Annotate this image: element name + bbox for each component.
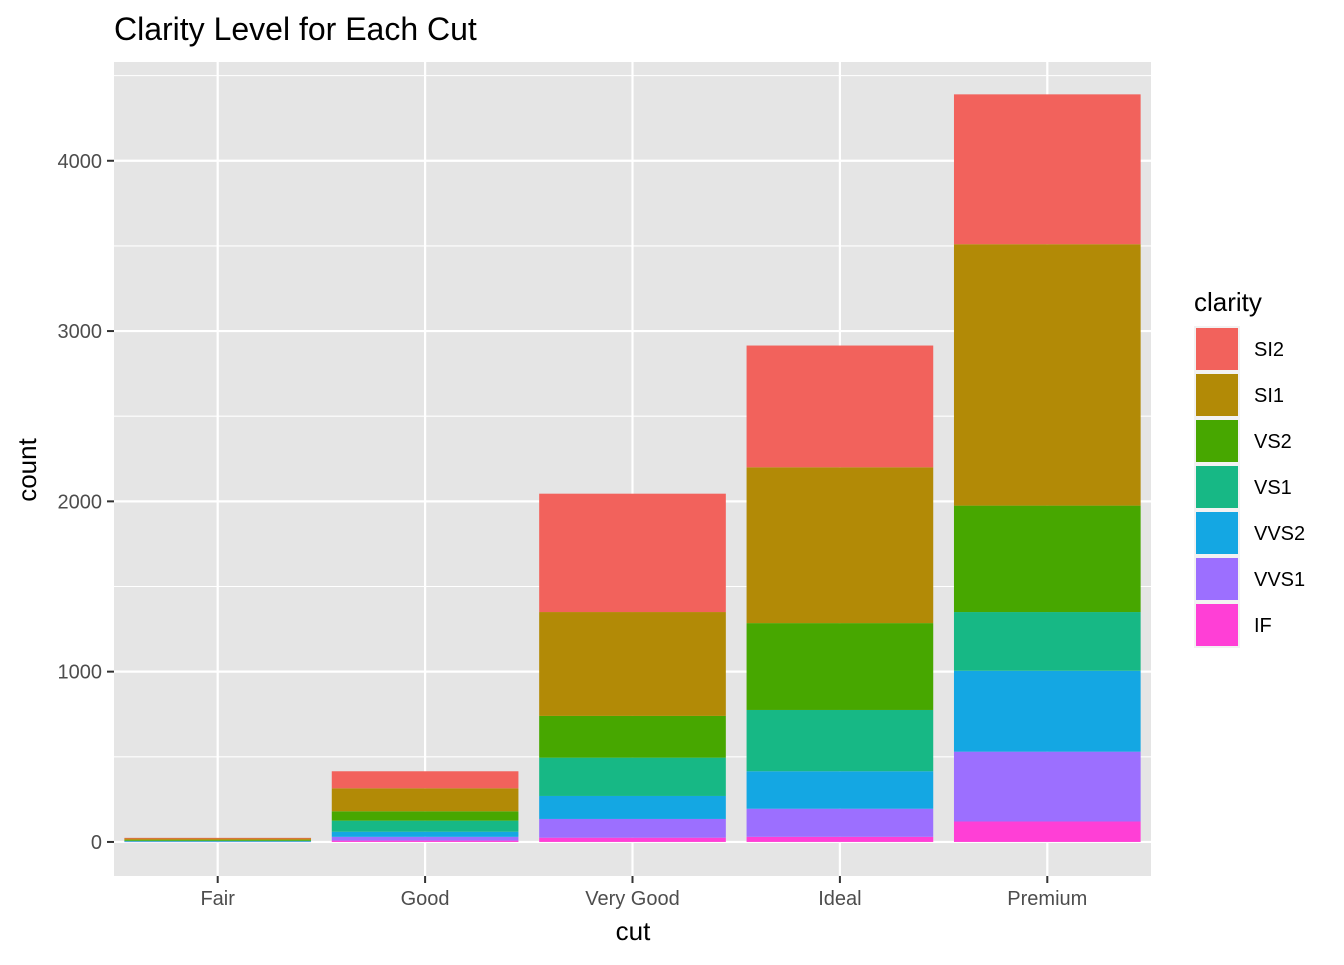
x-tick-label: Premium	[1007, 888, 1087, 910]
x-axis-title: cut	[616, 916, 651, 946]
y-tick-label: 0	[91, 832, 102, 854]
chart-title: Clarity Level for Each Cut	[114, 11, 477, 47]
bar-fair-vs2	[124, 839, 312, 841]
x-tick-label: Very Good	[585, 888, 680, 910]
bars	[124, 94, 1141, 843]
bar-ideal-vvs2	[746, 771, 934, 809]
legend-label-vvs1: VVS1	[1254, 569, 1305, 591]
legend-swatch-vvs1	[1196, 558, 1238, 600]
bar-ideal-vs2	[746, 623, 934, 710]
bar-very-good-if	[539, 837, 726, 842]
axes: 0 1000 2000 3000 4000 Fair Good Very Good Ideal P…	[58, 151, 1088, 910]
bar-ideal-si1	[746, 467, 934, 624]
bar-premium-vs1	[953, 612, 1141, 671]
legend-swatch-si2	[1196, 328, 1238, 370]
legend-label-vvs2: VVS2	[1254, 523, 1305, 545]
bar-very-good-vvs1	[539, 818, 726, 838]
bar-good-if	[331, 840, 519, 842]
bar-good-vvs1	[331, 836, 519, 841]
y-tick-label: 4000	[58, 151, 103, 173]
y-tick-label: 3000	[58, 321, 103, 343]
bar-premium-si1	[953, 244, 1141, 506]
bar-fair-si1	[124, 838, 312, 840]
legend-label-si2: SI2	[1254, 339, 1284, 361]
x-tick-label: Ideal	[818, 888, 861, 910]
bar-very-good-vs1	[539, 757, 726, 796]
bar-ideal-if	[746, 836, 934, 842]
legend-label-vs1: VS1	[1254, 477, 1292, 499]
x-tick-label: Good	[401, 888, 450, 910]
bar-fair-vvs2	[124, 841, 312, 842]
bar-good-vvs2	[331, 831, 519, 837]
bar-premium-vvs1	[953, 751, 1141, 822]
y-tick-label: 1000	[58, 662, 103, 684]
bar-good-vs1	[331, 820, 519, 832]
bar-fair-vs1	[124, 840, 312, 842]
legend-swatch-si1	[1196, 374, 1238, 416]
legend-title: clarity	[1194, 287, 1262, 317]
bar-good-si2	[331, 771, 519, 789]
bar-very-good-vvs2	[539, 795, 726, 819]
legend-swatch-vs1	[1196, 466, 1238, 508]
bar-very-good-si1	[539, 612, 726, 716]
bar-very-good-si2	[539, 493, 726, 613]
bar-premium-vvs2	[953, 670, 1141, 752]
legend-swatch-vs2	[1196, 420, 1238, 462]
legend: clarity SI2 SI1 VS2 VS1 VVS2 VVS1 IF	[1194, 287, 1305, 648]
bar-good-si1	[331, 788, 519, 812]
bar-good-vs2	[331, 811, 519, 821]
bar-premium-if	[953, 821, 1141, 842]
y-tick-label: 2000	[58, 491, 103, 513]
bar-premium-vs2	[953, 505, 1141, 613]
legend-label-si1: SI1	[1254, 385, 1284, 407]
legend-label-vs2: VS2	[1254, 431, 1292, 453]
bar-premium-si2	[953, 94, 1141, 245]
bar-fair-si2	[124, 837, 312, 839]
bar-very-good-vs2	[539, 715, 726, 758]
bar-ideal-vs1	[746, 709, 934, 772]
legend-label-if: IF	[1254, 615, 1272, 637]
y-axis-title: count	[12, 437, 42, 501]
legend-swatch-vvs2	[1196, 512, 1238, 554]
bar-fair-vvs1	[124, 841, 312, 843]
x-tick-label: Fair	[200, 888, 235, 910]
bar-ideal-vvs1	[746, 808, 934, 837]
legend-swatch-if	[1196, 604, 1238, 646]
bar-ideal-si2	[746, 345, 934, 468]
